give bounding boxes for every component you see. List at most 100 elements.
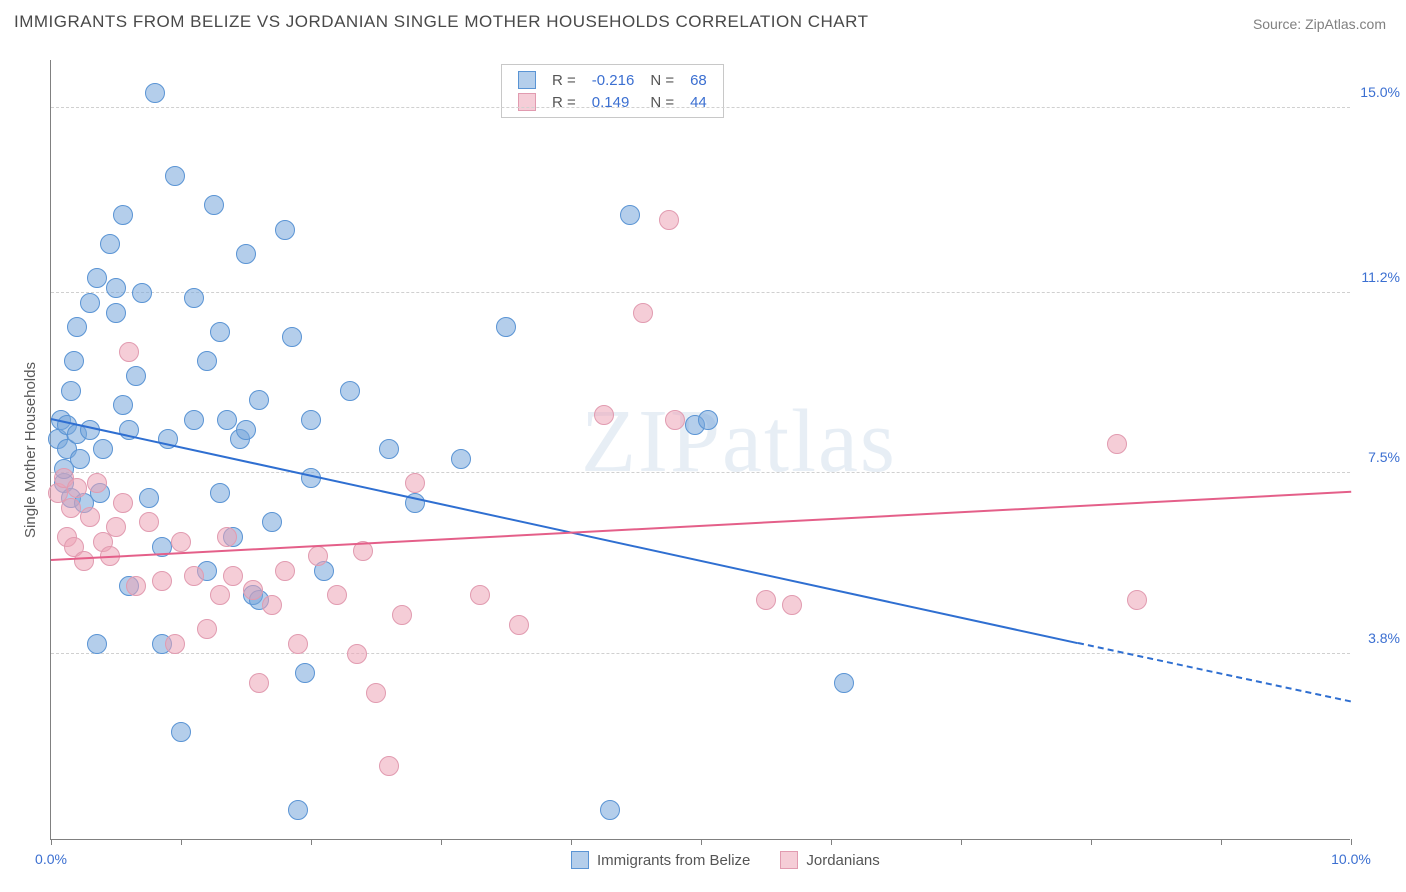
data-point <box>594 405 614 425</box>
legend-swatch <box>518 71 536 89</box>
data-point <box>210 585 230 605</box>
x-tick <box>1091 839 1092 845</box>
data-point <box>126 576 146 596</box>
data-point <box>1127 590 1147 610</box>
data-point <box>87 473 107 493</box>
data-point <box>288 634 308 654</box>
data-point <box>171 722 191 742</box>
data-point <box>620 205 640 225</box>
data-point <box>405 473 425 493</box>
gridline <box>51 107 1350 108</box>
x-tick <box>571 839 572 845</box>
x-tick-label: 0.0% <box>35 851 67 867</box>
data-point <box>106 303 126 323</box>
gridline <box>51 292 1350 293</box>
source-link[interactable]: ZipAtlas.com <box>1305 16 1386 32</box>
data-point <box>119 342 139 362</box>
chart-container: IMMIGRANTS FROM BELIZE VS JORDANIAN SING… <box>0 0 1406 892</box>
data-point <box>249 390 269 410</box>
watermark: ZIPatlas <box>581 390 897 493</box>
legend-r-value: -0.216 <box>584 69 643 91</box>
data-point <box>392 605 412 625</box>
data-point <box>145 83 165 103</box>
data-point <box>100 234 120 254</box>
data-point <box>509 615 529 635</box>
chart-title: IMMIGRANTS FROM BELIZE VS JORDANIAN SING… <box>14 12 868 32</box>
data-point <box>80 293 100 313</box>
data-point <box>756 590 776 610</box>
data-point <box>301 410 321 430</box>
y-axis-label: Single Mother Households <box>22 362 39 538</box>
data-point <box>139 488 159 508</box>
gridline <box>51 653 1350 654</box>
data-point <box>275 220 295 240</box>
data-point <box>282 327 302 347</box>
legend-r-label: R = <box>544 69 584 91</box>
x-tick <box>961 839 962 845</box>
data-point <box>132 283 152 303</box>
data-point <box>236 244 256 264</box>
data-point <box>171 532 191 552</box>
data-point <box>600 800 620 820</box>
legend-item: Immigrants from Belize <box>571 851 750 869</box>
x-tick <box>701 839 702 845</box>
data-point <box>379 439 399 459</box>
data-point <box>93 439 113 459</box>
data-point <box>379 756 399 776</box>
legend-swatch <box>571 851 589 869</box>
legend-label: Jordanians <box>806 852 879 869</box>
x-tick <box>51 839 52 845</box>
data-point <box>834 673 854 693</box>
data-point <box>64 351 84 371</box>
data-point <box>249 673 269 693</box>
data-point <box>295 663 315 683</box>
x-tick <box>181 839 182 845</box>
legend-stats-box: R =-0.216N =68R =0.149N =44 <box>501 64 724 118</box>
y-tick-label: 11.2% <box>1361 269 1400 285</box>
data-point <box>197 351 217 371</box>
data-point <box>217 527 237 547</box>
data-point <box>61 498 81 518</box>
trend-line <box>51 491 1351 561</box>
x-tick <box>831 839 832 845</box>
data-point <box>87 268 107 288</box>
legend-n-value: 68 <box>682 69 715 91</box>
data-point <box>165 634 185 654</box>
data-point <box>87 634 107 654</box>
data-point <box>126 366 146 386</box>
data-point <box>210 322 230 342</box>
data-point <box>113 395 133 415</box>
data-point <box>106 517 126 537</box>
y-tick-label: 7.5% <box>1368 449 1400 465</box>
data-point <box>659 210 679 230</box>
data-point <box>782 595 802 615</box>
data-point <box>165 166 185 186</box>
data-point <box>184 410 204 430</box>
legend-item: Jordanians <box>780 851 879 869</box>
data-point <box>308 546 328 566</box>
data-point <box>67 478 87 498</box>
data-point <box>698 410 718 430</box>
data-point <box>106 278 126 298</box>
legend-r-value: 0.149 <box>584 91 643 113</box>
x-tick <box>1351 839 1352 845</box>
data-point <box>665 410 685 430</box>
x-tick-label: 10.0% <box>1331 851 1371 867</box>
data-point <box>275 561 295 581</box>
data-point <box>288 800 308 820</box>
data-point <box>113 205 133 225</box>
legend-n-label: N = <box>642 69 682 91</box>
data-point <box>496 317 516 337</box>
legend-n-label: N = <box>642 91 682 113</box>
data-point <box>262 595 282 615</box>
data-point <box>217 410 237 430</box>
data-point <box>210 483 230 503</box>
source-prefix: Source: <box>1253 16 1305 32</box>
data-point <box>451 449 471 469</box>
legend-swatch <box>780 851 798 869</box>
legend-swatch <box>518 93 536 111</box>
data-point <box>184 288 204 308</box>
data-point <box>470 585 490 605</box>
data-point <box>80 507 100 527</box>
data-point <box>223 566 243 586</box>
